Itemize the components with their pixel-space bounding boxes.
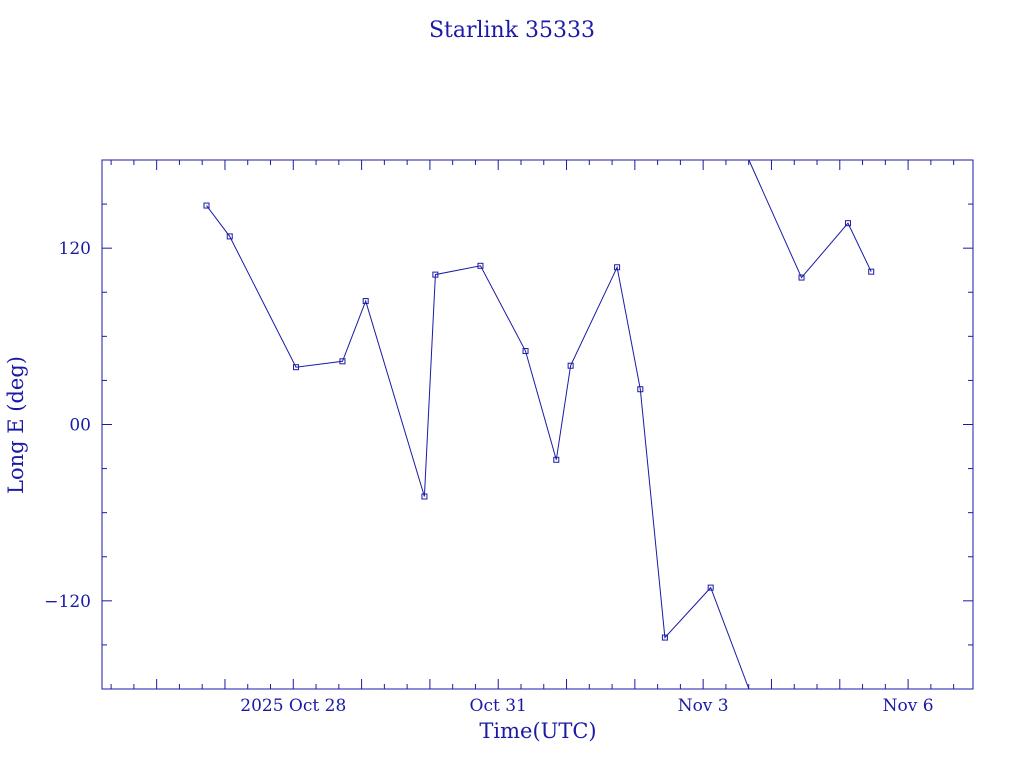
data-point — [707, 584, 714, 591]
data-point — [614, 264, 621, 271]
data-point — [868, 268, 875, 275]
y-tick-label: 00 — [69, 416, 91, 436]
data-point — [844, 220, 851, 227]
data-point — [522, 348, 529, 355]
y-tick-label: −120 — [44, 592, 91, 612]
y-tick-label: 120 — [59, 239, 91, 259]
data-point — [567, 362, 574, 369]
series-line — [748, 159, 872, 279]
x-tick-label: Nov 6 — [883, 696, 934, 716]
x-axis-label: Time(UTC) — [479, 719, 596, 743]
data-point — [477, 262, 484, 269]
x-tick-label: Oct 31 — [470, 696, 527, 716]
data-point — [553, 456, 560, 463]
x-tick-label: Nov 3 — [678, 696, 729, 716]
data-series — [203, 159, 875, 690]
tick-labels: 2025 Oct 28 Oct 31 Nov 3 Nov 6 120 00 −120 — [44, 239, 933, 716]
x-tick-label: 2025 Oct 28 — [240, 696, 346, 716]
data-point — [293, 364, 300, 371]
data-point — [637, 386, 644, 393]
y-axis-label: Long E (deg) — [4, 356, 28, 494]
data-point — [432, 271, 439, 278]
data-point — [421, 493, 428, 500]
data-point — [798, 274, 805, 281]
data-point — [339, 358, 346, 365]
data-point — [362, 298, 369, 305]
series-line — [206, 205, 750, 690]
data-point — [661, 634, 668, 641]
data-point — [226, 233, 233, 240]
data-point — [203, 202, 210, 209]
axis-ticks — [102, 160, 973, 689]
chart-title: Starlink 35333 — [429, 18, 595, 43]
